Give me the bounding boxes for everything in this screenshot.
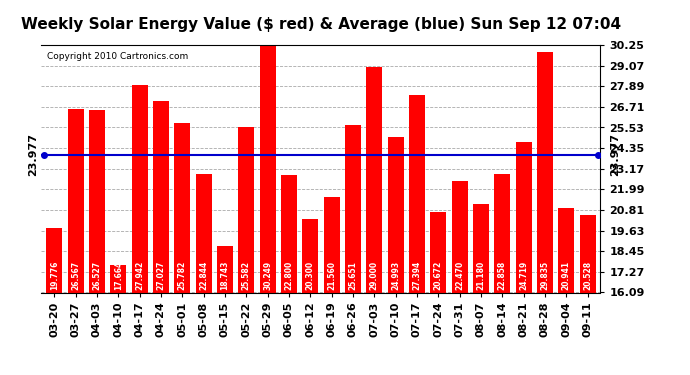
Bar <box>580 215 595 375</box>
Text: 27.942: 27.942 <box>135 261 144 290</box>
Bar <box>195 174 212 375</box>
Bar <box>89 110 105 375</box>
Bar <box>259 45 275 375</box>
Text: 21.560: 21.560 <box>327 261 336 290</box>
Text: 29.000: 29.000 <box>370 261 379 290</box>
Bar <box>217 246 233 375</box>
Bar <box>409 95 425 375</box>
Text: 20.528: 20.528 <box>583 261 592 290</box>
Bar <box>430 212 446 375</box>
Text: 23.977: 23.977 <box>610 133 620 176</box>
Bar <box>515 142 531 375</box>
Bar <box>174 123 190 375</box>
Bar <box>68 110 83 375</box>
Text: Copyright 2010 Cartronics.com: Copyright 2010 Cartronics.com <box>47 53 188 62</box>
Bar <box>494 174 510 375</box>
Text: 22.844: 22.844 <box>199 261 208 290</box>
Bar <box>281 175 297 375</box>
Text: 26.567: 26.567 <box>71 261 80 290</box>
Text: 20.672: 20.672 <box>434 261 443 290</box>
Bar <box>153 101 169 375</box>
Text: 22.470: 22.470 <box>455 261 464 290</box>
Text: 30.249: 30.249 <box>263 261 272 290</box>
Text: 23.977: 23.977 <box>28 133 38 176</box>
Bar <box>473 204 489 375</box>
Bar <box>110 265 126 375</box>
Bar <box>345 125 361 375</box>
Text: 17.664: 17.664 <box>114 261 123 290</box>
Text: 26.527: 26.527 <box>92 261 101 290</box>
Text: 25.782: 25.782 <box>178 261 187 290</box>
Bar <box>537 52 553 375</box>
Text: 22.800: 22.800 <box>284 261 293 290</box>
Bar <box>366 67 382 375</box>
Text: 20.300: 20.300 <box>306 261 315 290</box>
Text: 25.651: 25.651 <box>348 261 357 290</box>
Bar <box>46 228 62 375</box>
Bar <box>388 137 404 375</box>
Bar <box>451 181 468 375</box>
Bar <box>132 86 148 375</box>
Bar <box>324 197 339 375</box>
Text: 29.835: 29.835 <box>540 261 549 290</box>
Text: 25.582: 25.582 <box>241 261 250 290</box>
Text: 24.993: 24.993 <box>391 261 400 290</box>
Text: 27.394: 27.394 <box>413 261 422 290</box>
Text: 24.719: 24.719 <box>519 261 528 290</box>
Text: 18.743: 18.743 <box>220 261 229 290</box>
Text: 27.027: 27.027 <box>157 261 166 290</box>
Text: 22.858: 22.858 <box>497 261 506 290</box>
Text: 20.941: 20.941 <box>562 261 571 290</box>
Bar <box>302 219 318 375</box>
Text: 19.776: 19.776 <box>50 261 59 290</box>
Bar <box>558 208 574 375</box>
Text: Weekly Solar Energy Value ($ red) & Average (blue) Sun Sep 12 07:04: Weekly Solar Energy Value ($ red) & Aver… <box>21 17 621 32</box>
Text: 21.180: 21.180 <box>476 261 485 290</box>
Bar <box>238 127 254 375</box>
